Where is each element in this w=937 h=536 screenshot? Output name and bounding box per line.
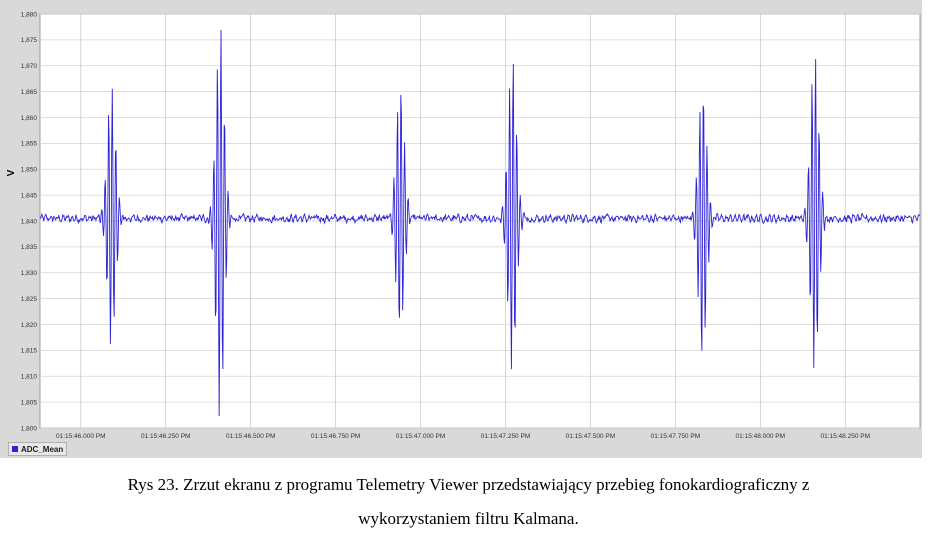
figure-caption: Rys 23. Zrzut ekranu z programu Telemetr… — [0, 468, 937, 536]
y-tick-label: 1,840 — [21, 218, 38, 225]
grid — [40, 13, 920, 429]
x-tick-label: 01:15:47.000 PM — [396, 433, 446, 440]
y-tick-label: 1,855 — [21, 141, 38, 148]
x-tick-label: 01:15:47.500 PM — [566, 433, 616, 440]
x-tick-label: 01:15:46.000 PM — [56, 433, 106, 440]
x-tick-label: 01:15:46.250 PM — [141, 433, 191, 440]
x-tick-label: 01:15:48.250 PM — [820, 433, 870, 440]
y-tick-label: 1,830 — [21, 270, 38, 277]
chart: 1,800 1,805 1,810 1,815 1,820 1,825 1,830 1,835… — [6, 11, 921, 440]
y-tick-label: 1,825 — [21, 296, 38, 303]
y-tick-label: 1,800 — [21, 425, 38, 432]
y-tick-label: 1,845 — [21, 192, 38, 199]
x-tick-label: 01:15:46.750 PM — [311, 433, 361, 440]
x-tick-label: 01:15:46.500 PM — [226, 433, 276, 440]
y-tick-label: 1,820 — [21, 322, 38, 329]
y-tick-label: 1,860 — [21, 115, 38, 122]
y-tick-label: 1,870 — [21, 63, 38, 70]
series-line-adc-mean — [39, 29, 921, 416]
legend-swatch — [12, 446, 18, 452]
caption-line-2: wykorzystaniem filtru Kalmana. — [358, 509, 579, 528]
y-axis-label: V — [6, 169, 17, 176]
x-tick-labels: 01:15:46.000 PM 01:15:46.250 PM 01:15:46.5… — [56, 433, 870, 440]
y-tick-label: 1,880 — [21, 11, 38, 18]
x-tick-label: 01:15:48.000 PM — [736, 433, 786, 440]
y-tick-labels: 1,800 1,805 1,810 1,815 1,820 1,825 1,830 1,835… — [21, 11, 38, 432]
caption-line-1: Rys 23. Zrzut ekranu z programu Telemetr… — [127, 475, 810, 494]
y-tick-label: 1,835 — [21, 244, 38, 251]
x-tick-label: 01:15:47.250 PM — [481, 433, 531, 440]
y-tick-label: 1,810 — [21, 374, 38, 381]
y-tick-label: 1,850 — [21, 167, 38, 174]
x-tick-label: 01:15:47.750 PM — [651, 433, 701, 440]
y-tick-label: 1,805 — [21, 399, 38, 406]
chart-frame: 1,800 1,805 1,810 1,815 1,820 1,825 1,830 1,835… — [0, 0, 922, 458]
legend-label: ADC_Mean — [21, 444, 64, 454]
y-tick-label: 1,815 — [21, 348, 38, 355]
y-tick-label: 1,875 — [21, 37, 38, 44]
legend: ADC_Mean — [8, 442, 68, 456]
y-tick-label: 1,865 — [21, 89, 38, 96]
